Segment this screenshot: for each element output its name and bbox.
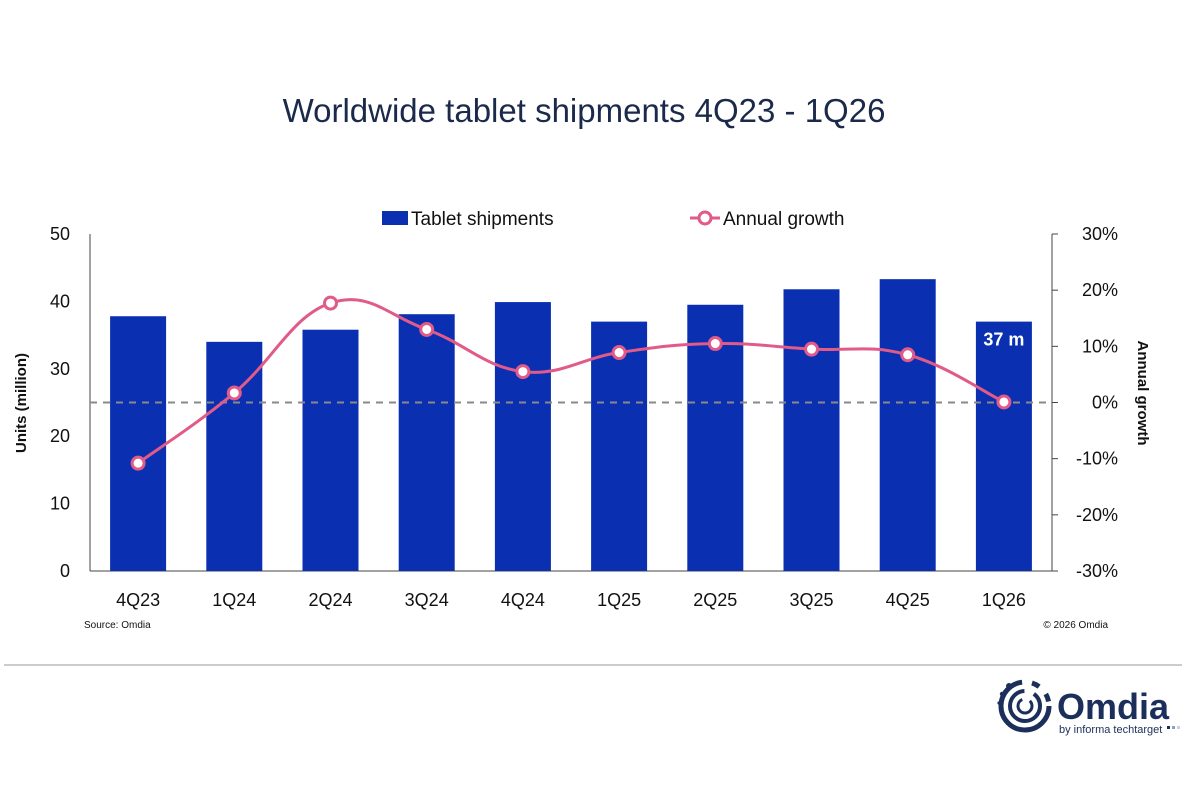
y-tick-label: 0 (60, 561, 70, 581)
y2-tick-label: -20% (1076, 505, 1118, 525)
y-axis-title: Units (million) (13, 353, 30, 453)
growth-point-1Q24 (226, 385, 242, 401)
bar-4Q23 (110, 316, 167, 571)
bar-4Q25 (879, 279, 936, 571)
bar-1Q26 (975, 321, 1032, 571)
copyright-note: © 2026 Omdia (1043, 620, 1108, 631)
y-tick-label: 40 (50, 291, 70, 311)
omdia-logo-icon (997, 679, 1052, 733)
data-label-1Q26: 37 m (983, 330, 1024, 350)
y2-tick-label: 10% (1082, 336, 1118, 356)
growth-point-4Q23 (130, 455, 146, 471)
legend-marker-swatch (697, 210, 713, 226)
legend-label-tablet-shipments: Tablet shipments (411, 209, 554, 230)
x-tick-label: 1Q25 (597, 590, 641, 610)
growth-point-2Q24 (323, 295, 338, 311)
bar-4Q24 (494, 302, 551, 571)
x-tick-label: 4Q25 (886, 590, 930, 610)
growth-point-2Q25 (707, 336, 723, 352)
y2-tick-label: 0% (1092, 393, 1118, 413)
bar-1Q24 (206, 341, 263, 571)
growth-point-4Q25 (900, 347, 916, 363)
bar-3Q24 (398, 314, 455, 571)
bar-3Q25 (783, 289, 840, 571)
omdia-logo: Omdia by informa techtarget (997, 679, 1180, 736)
x-tick-label: 3Q24 (405, 590, 449, 610)
x-tick-label: 1Q24 (212, 590, 256, 610)
data-labels: 37 m (983, 330, 1024, 350)
y-tick-label: 50 (50, 224, 70, 244)
legend-label-annual-growth: Annual growth (723, 209, 844, 230)
legend: Tablet shipments Annual growth (382, 209, 844, 230)
x-tick-label: 3Q25 (789, 590, 833, 610)
chart-title: Worldwide tablet shipments 4Q23 - 1Q26 (283, 92, 886, 129)
y-tick-label: 10 (50, 494, 70, 514)
growth-line-path (137, 298, 1005, 465)
y2-tick-label: -10% (1076, 449, 1118, 469)
y2-tick-label: 20% (1082, 280, 1118, 300)
y2-tick-label: -30% (1076, 561, 1118, 581)
logo-tagline: by informa techtarget (1059, 724, 1162, 736)
growth-point-1Q25 (611, 345, 627, 361)
legend-bar-swatch (382, 211, 408, 225)
bar-2Q24 (302, 329, 359, 571)
growth-line (130, 295, 1012, 471)
growth-point-1Q26 (996, 394, 1012, 410)
growth-point-4Q24 (515, 364, 531, 380)
x-tick-label: 4Q23 (116, 590, 160, 610)
y2-axis-title: Annual growth (1134, 341, 1151, 446)
logo-wordmark: Omdia (1057, 686, 1170, 727)
growth-point-3Q25 (804, 341, 819, 357)
bar-1Q25 (591, 321, 648, 571)
x-tick-label: 1Q26 (982, 590, 1026, 610)
x-tick-label: 2Q24 (308, 590, 352, 610)
growth-point-3Q24 (419, 321, 435, 337)
axes: 0 10 20 30 40 50 -30% -20% -10% 0% 10% 20% 30% 4Q23 1Q… (50, 224, 1118, 610)
bars (110, 279, 1032, 571)
source-note: Source: Omdia (84, 620, 151, 631)
x-tick-label: 2Q25 (693, 590, 737, 610)
y2-tick-label: 30% (1082, 224, 1118, 244)
x-tick-label: 4Q24 (501, 590, 545, 610)
y-tick-label: 20 (50, 426, 70, 446)
y-tick-label: 30 (50, 359, 70, 379)
